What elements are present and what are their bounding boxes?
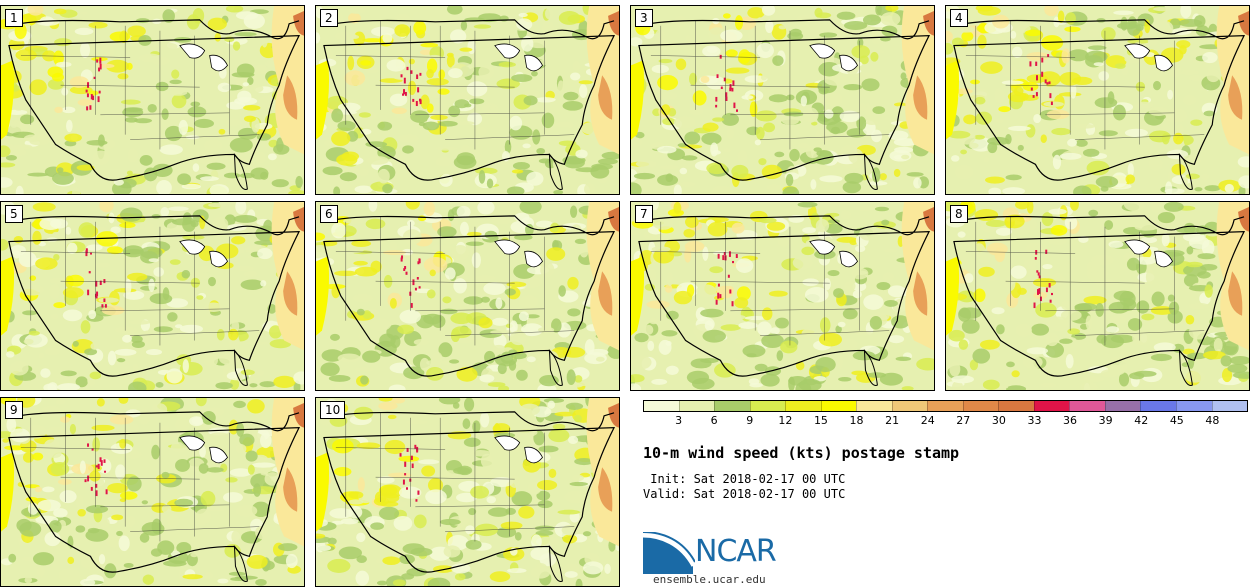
colorbar-tick-label: 12 — [778, 414, 793, 427]
wind-map — [631, 202, 934, 390]
colorbar-tick-label: 27 — [956, 414, 971, 427]
stamp-panel-7: 7 — [630, 201, 935, 391]
colorbar-swatch — [644, 401, 679, 411]
stamp-panel-4: 4 — [945, 5, 1250, 195]
colorbar-swatch — [749, 401, 786, 411]
stamp-panel-6: 6 — [315, 201, 620, 391]
colorbar-swatch — [927, 401, 963, 411]
colorbar-tick-label: 33 — [1027, 414, 1042, 427]
colorbar-tick-label: 36 — [1063, 414, 1078, 427]
ncar-logo: NCAR — [643, 532, 793, 574]
member-number-label: 10 — [320, 401, 346, 419]
colorbar-swatch — [714, 401, 750, 411]
colorbar-swatch — [856, 401, 892, 411]
colorbar-tick-label: 30 — [991, 414, 1006, 427]
colorbar-swatch — [1175, 401, 1212, 411]
stamp-panel-1: 1 — [0, 5, 305, 195]
member-number-label: 8 — [950, 205, 968, 223]
colorbar-swatch — [820, 401, 857, 411]
colorbar-swatch — [1033, 401, 1070, 411]
stamp-panel-8: 8 — [945, 201, 1250, 391]
member-number-label: 7 — [635, 205, 653, 223]
member-number-label: 9 — [5, 401, 23, 419]
stamp-panel-5: 5 — [0, 201, 305, 391]
colorbar-labels: 3 6 9 12 15 18 21 24 27 30 33 36 39 42 45 48 — [643, 414, 1248, 430]
colorbar — [643, 400, 1248, 412]
wind-map — [316, 398, 619, 586]
colorbar-swatch — [998, 401, 1034, 411]
wind-map — [946, 6, 1249, 194]
colorbar-tick-label: 6 — [710, 414, 718, 427]
wind-map — [1, 398, 304, 586]
colorbar-swatch — [962, 401, 999, 411]
member-number-label: 4 — [950, 9, 968, 27]
member-number-label: 2 — [320, 9, 338, 27]
plot-title: 10-m wind speed (kts) postage stamp — [643, 444, 960, 462]
wind-map — [316, 202, 619, 390]
colorbar-tick-label: 48 — [1205, 414, 1220, 427]
colorbar-tick-label: 15 — [813, 414, 828, 427]
colorbar-swatch — [891, 401, 928, 411]
member-number-label: 1 — [5, 9, 23, 27]
colorbar-tick-label: 39 — [1098, 414, 1113, 427]
stamp-panel-3: 3 — [630, 5, 935, 195]
colorbar-swatch — [678, 401, 715, 411]
valid-time: Valid: Sat 2018-02-17 00 UTC — [643, 487, 846, 501]
member-number-label: 6 — [320, 205, 338, 223]
stamp-panel-10: 10 — [315, 397, 620, 587]
init-time: Init: Sat 2018-02-17 00 UTC — [643, 472, 846, 486]
colorbar-swatch — [785, 401, 821, 411]
colorbar-tick-label: 3 — [675, 414, 683, 427]
colorbar-tick-label: 45 — [1169, 414, 1184, 427]
wind-map — [1, 6, 304, 194]
stamp-panel-9: 9 — [0, 397, 305, 587]
logo-url: ensemble.ucar.edu — [653, 573, 766, 586]
colorbar-tick-label: 21 — [885, 414, 900, 427]
colorbar-swatch — [1069, 401, 1105, 411]
colorbar-tick-label: 42 — [1134, 414, 1149, 427]
stamp-panel-2: 2 — [315, 5, 620, 195]
wind-map — [631, 6, 934, 194]
wind-map — [1, 202, 304, 390]
wind-map — [316, 6, 619, 194]
ncar-swoosh-icon — [643, 532, 695, 574]
colorbar-tick-label: 9 — [746, 414, 754, 427]
wind-map — [946, 202, 1249, 390]
colorbar-swatch — [1104, 401, 1141, 411]
colorbar-tick-label: 18 — [849, 414, 864, 427]
logo-wordmark: NCAR — [695, 534, 777, 569]
colorbar-swatch — [1140, 401, 1176, 411]
colorbar-tick-label: 24 — [920, 414, 935, 427]
member-number-label: 3 — [635, 9, 653, 27]
colorbar-swatch — [1211, 401, 1248, 411]
member-number-label: 5 — [5, 205, 23, 223]
